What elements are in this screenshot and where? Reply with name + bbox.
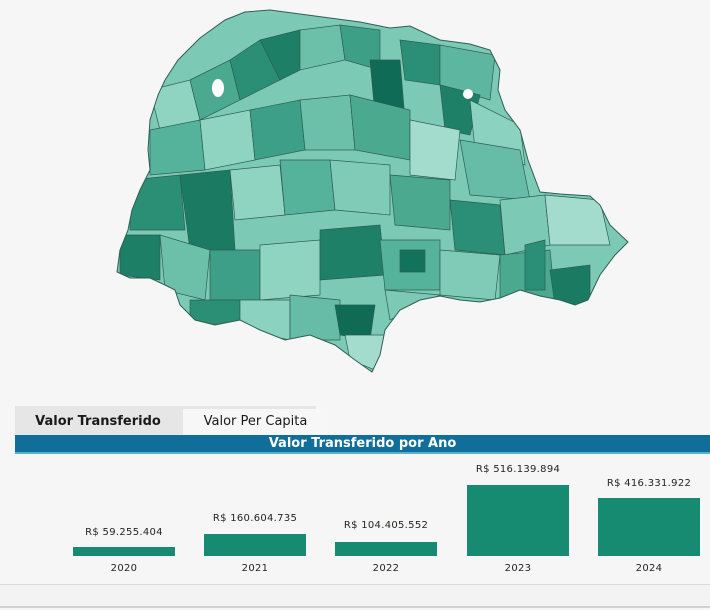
bar-value-label: R$ 516.139.894	[475, 464, 561, 475]
view-tabs: Valor Transferido Valor Per Capita	[15, 406, 328, 435]
bar-chart: R$ 59.255.404 R$ 160.604.735 R$ 104.405.…	[0, 456, 710, 582]
bar-group-2024: R$ 416.331.922	[598, 456, 700, 556]
bar-2023[interactable]	[467, 485, 569, 556]
x-axis-label: 2022	[372, 563, 400, 574]
bar-value-label: R$ 59.255.404	[85, 527, 163, 538]
x-axis-label: 2021	[241, 563, 269, 574]
choropleth-map[interactable]	[0, 0, 710, 400]
bar-value-label: R$ 160.604.735	[212, 513, 298, 524]
x-axis-label: 2020	[110, 563, 138, 574]
tab-valor-transferido[interactable]: Valor Transferido	[19, 409, 177, 435]
bar-group-2023: R$ 516.139.894	[467, 456, 569, 556]
divider	[0, 606, 710, 608]
bar-value-label: R$ 104.405.552	[343, 520, 429, 531]
chart-title: Valor Transferido por Ano	[15, 435, 710, 454]
bar-group-2020: R$ 59.255.404	[73, 456, 175, 556]
tab-valor-per-capita[interactable]: Valor Per Capita	[183, 409, 328, 435]
footer-strip	[0, 585, 710, 606]
x-axis-label: 2023	[504, 563, 532, 574]
bar-2022[interactable]	[335, 542, 437, 556]
bar-2021[interactable]	[204, 534, 306, 556]
x-axis-label: 2024	[635, 563, 663, 574]
parana-map-svg[interactable]	[0, 0, 710, 400]
bar-value-label: R$ 416.331.922	[606, 478, 692, 489]
bar-2020[interactable]	[73, 547, 175, 556]
divider	[0, 584, 710, 585]
bar-group-2022: R$ 104.405.552	[335, 456, 437, 556]
bar-2024[interactable]	[598, 498, 700, 556]
bar-group-2021: R$ 160.604.735	[204, 456, 306, 556]
